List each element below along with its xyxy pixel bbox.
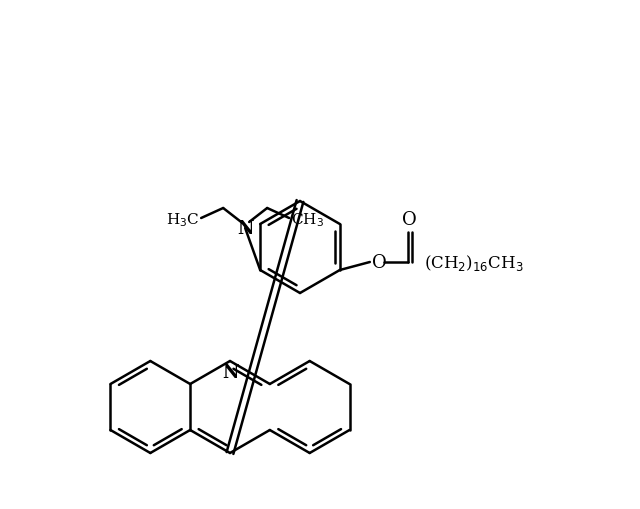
Text: N: N	[237, 219, 253, 238]
Text: O: O	[372, 253, 387, 271]
Text: N: N	[221, 363, 238, 381]
Text: (CH$_2$)$_{16}$CH$_3$: (CH$_2$)$_{16}$CH$_3$	[424, 252, 524, 272]
Text: CH$_3$: CH$_3$	[291, 211, 324, 229]
Text: O: O	[403, 211, 417, 229]
Text: H$_3$C: H$_3$C	[166, 211, 199, 229]
